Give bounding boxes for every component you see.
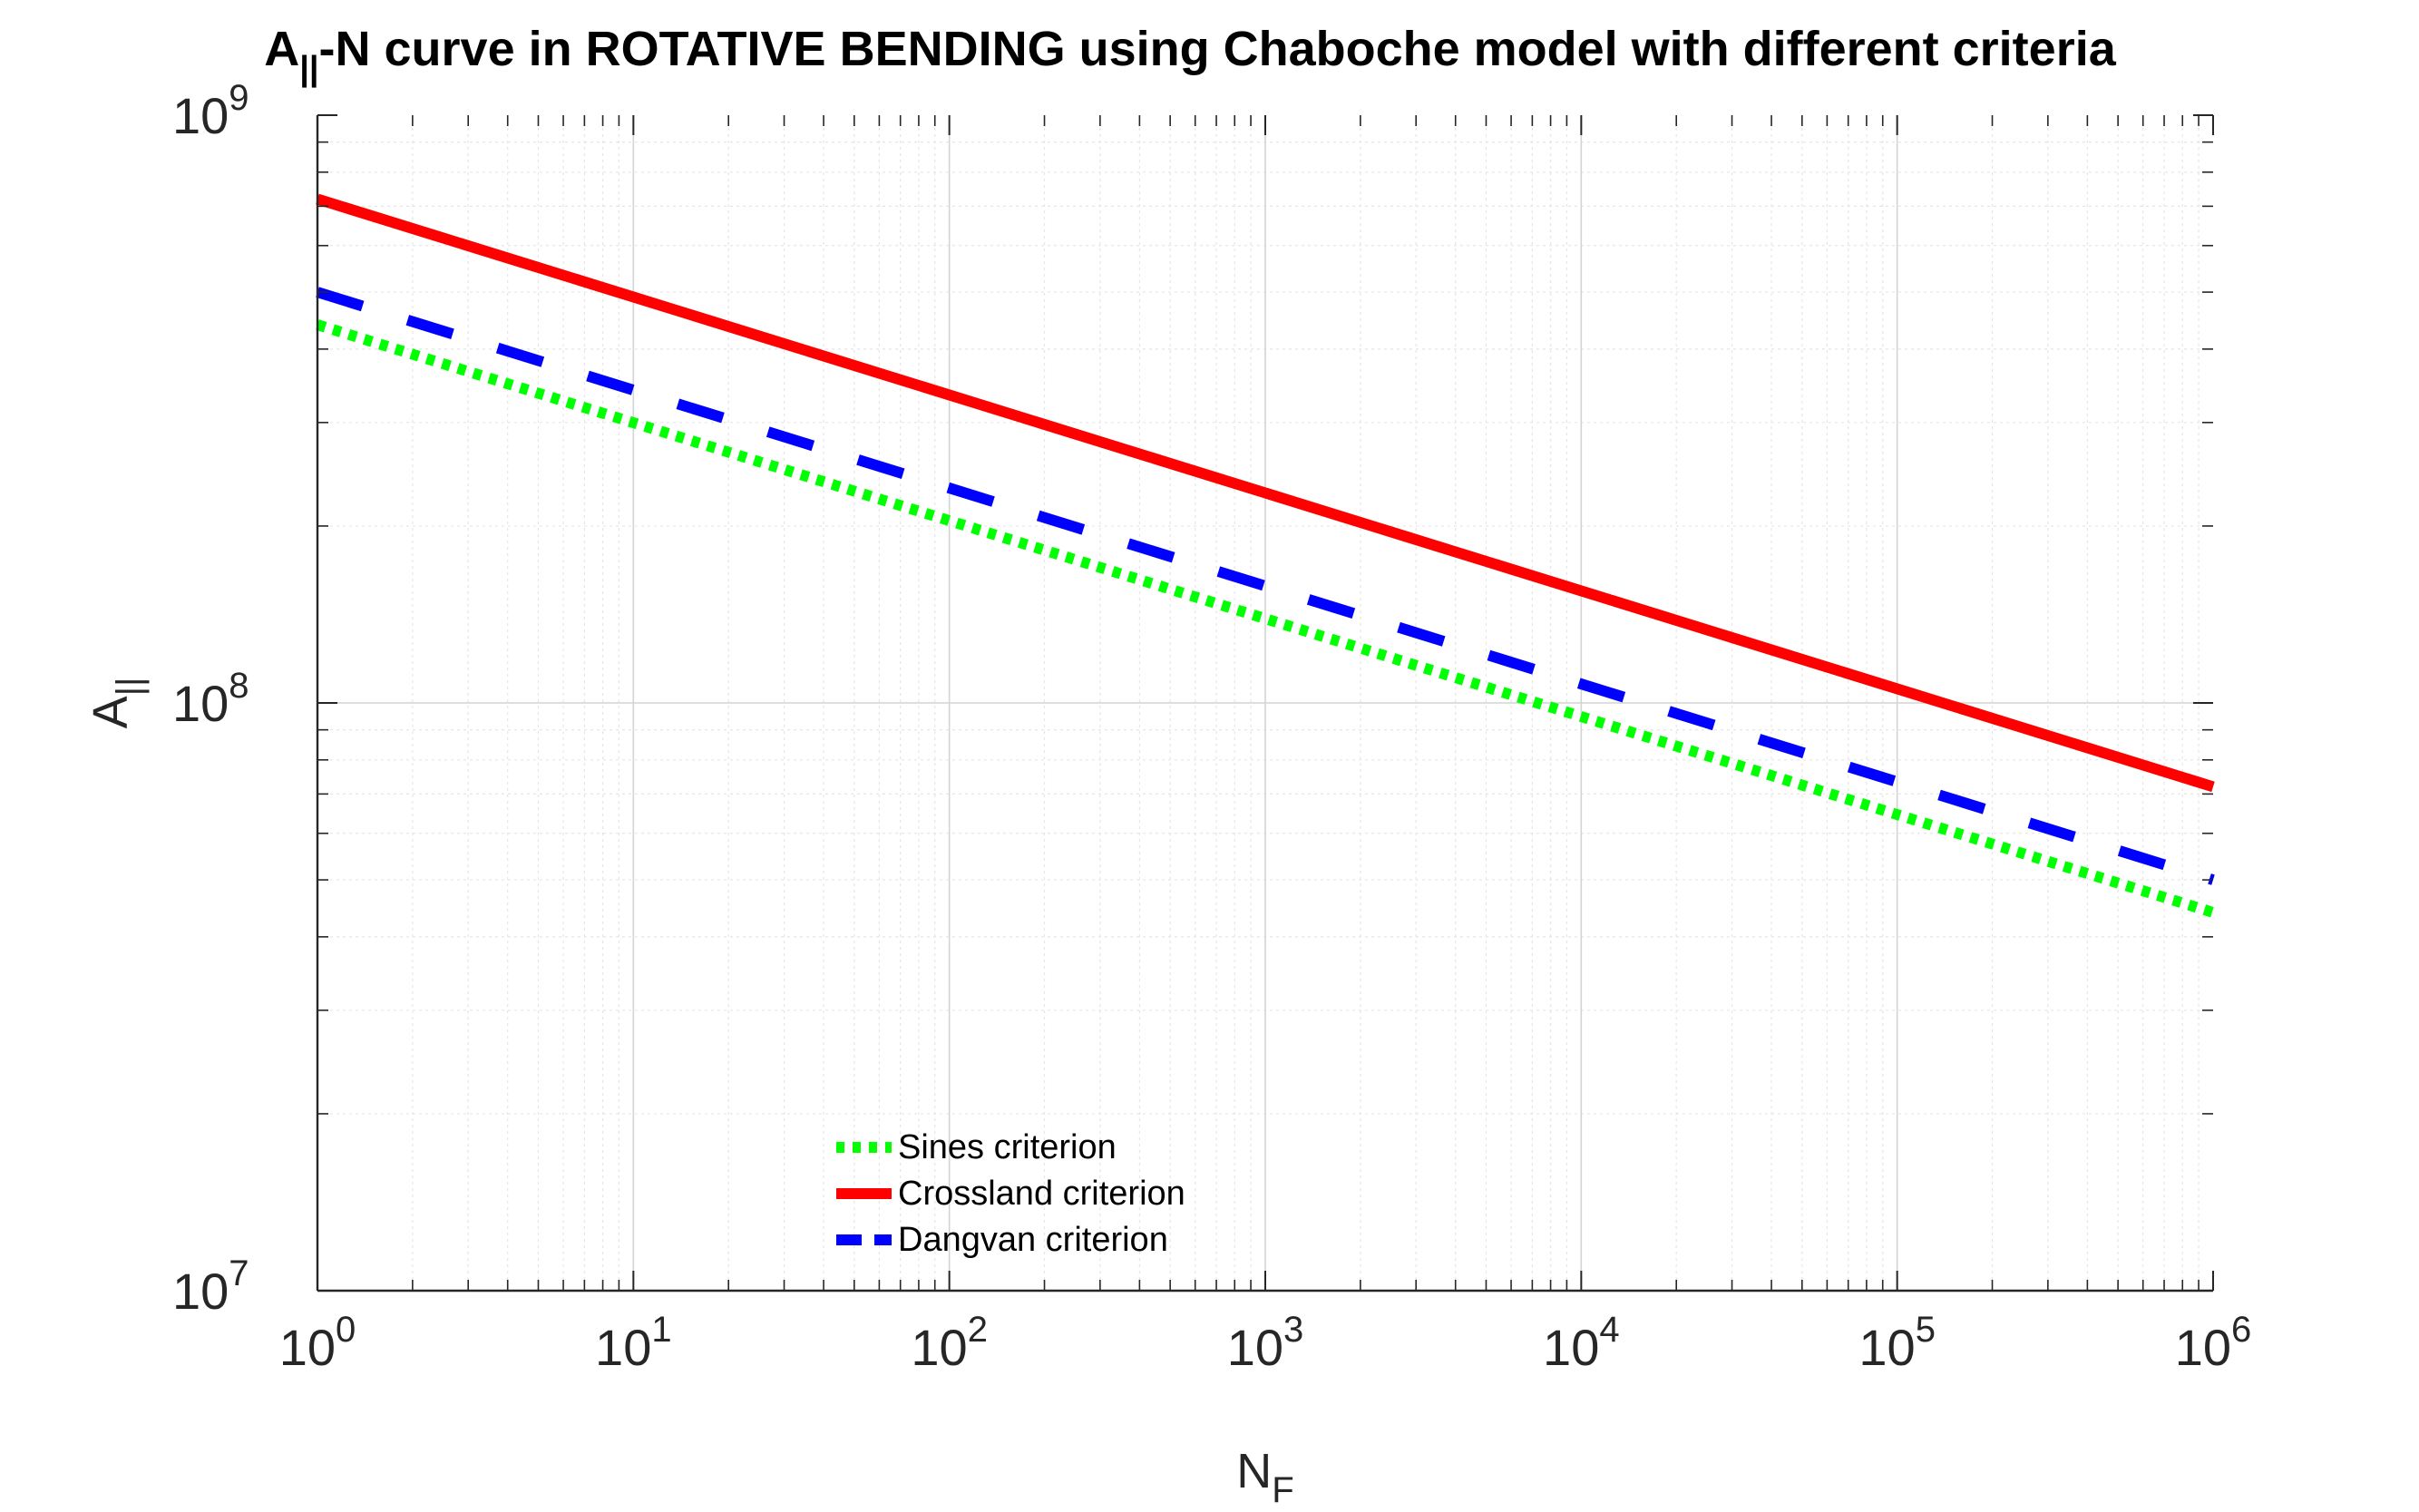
legend: Sines criterion Crossland criterion Dang… — [836, 1128, 1185, 1259]
x-tick-labels: 100 101 102 103 104 105 106 — [279, 1310, 2252, 1376]
axes — [316, 114, 2214, 1293]
legend-label-crossland: Crossland criterion — [898, 1175, 1185, 1213]
x-tick-label: 103 — [1227, 1310, 1304, 1376]
y-tick-labels: 107 108 109 — [172, 78, 249, 1320]
x-tick-label: 101 — [595, 1310, 672, 1376]
x-axis-label: NF — [1236, 1444, 1293, 1510]
series-line-sines — [316, 319, 2215, 918]
series-layer — [316, 193, 2215, 918]
chart-title: A||-N curve in ROTATIVE BENDING using Ch… — [264, 22, 2116, 88]
major-grid — [317, 115, 2213, 1291]
x-tick-label: 105 — [1858, 1310, 1936, 1376]
y-tick-label: 107 — [172, 1253, 249, 1320]
x-tick-label: 106 — [2175, 1310, 2252, 1376]
x-tick-label: 104 — [1543, 1310, 1620, 1376]
legend-label-dangvan: Dangvan criterion — [898, 1221, 1168, 1259]
y-tick-label: 108 — [172, 666, 249, 732]
x-tick-label: 100 — [279, 1310, 356, 1376]
y-tick-label: 109 — [172, 78, 249, 144]
y-axis-label: A|| — [83, 678, 150, 729]
series-line-crossland — [316, 193, 2215, 793]
x-tick-label: 102 — [911, 1310, 988, 1376]
legend-label-sines: Sines criterion — [898, 1128, 1117, 1166]
